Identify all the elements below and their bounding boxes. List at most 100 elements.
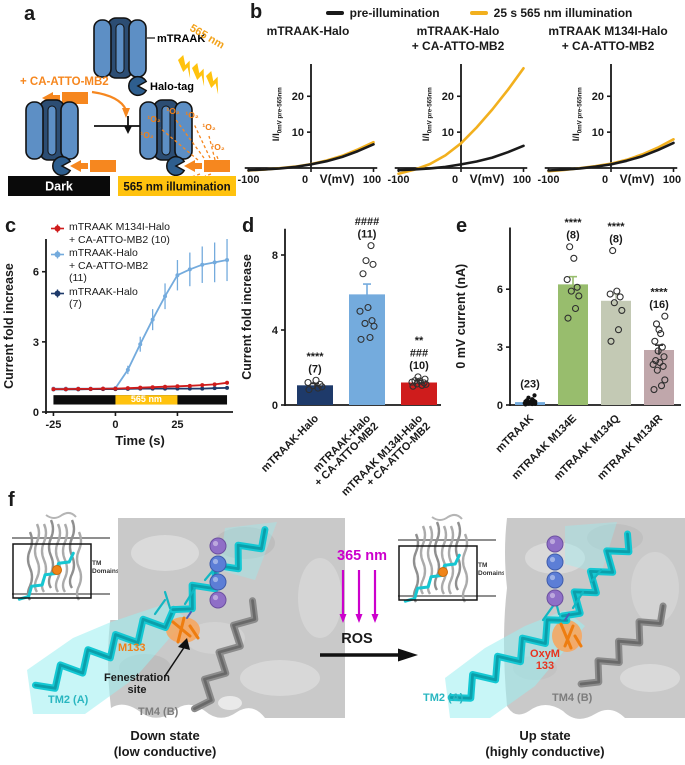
ion-highlight: [212, 576, 219, 583]
significance-annotation: (16): [649, 299, 669, 311]
fenestration-line: site: [127, 684, 147, 696]
polygon: [339, 614, 347, 623]
residue-stick-blue: [186, 611, 192, 619]
panel-a-schematic: mTRAAK Halo-tag + CA-ATTO-MB2 ¹O₂ ¹O₂ ¹O…: [8, 17, 236, 196]
data-point: [356, 307, 364, 315]
inset-helix: [33, 523, 41, 593]
transition-arrow: [320, 648, 418, 662]
panel-label-a: a: [24, 3, 36, 25]
chart-title: mTRAAK-Halo + CA-ATTO-MB2: [383, 24, 533, 56]
y-tick-label: 6: [33, 267, 39, 279]
residue-stick: [573, 634, 583, 648]
x-tick-label: 100: [513, 174, 531, 186]
tspan: 0mV pre-565nm: [277, 87, 284, 134]
legend-item-pre: pre-illumination: [325, 6, 440, 20]
ion-sphere: [546, 535, 564, 553]
inset-zoom-box: [12, 543, 92, 599]
pre-illumination-swatch: [325, 11, 344, 15]
data-point: [63, 387, 68, 392]
iv-chart-svg: -100 0 V(mV) 100 10 20 I/I0mV pre-565nm: [387, 64, 531, 186]
y-axis-label: I/I0mV pre-565nm: [421, 87, 434, 142]
data-point: [567, 287, 575, 295]
y-tick-label: 6: [497, 284, 503, 296]
singlet-oxygen-label: ¹O₂: [211, 142, 224, 152]
data-point: [316, 380, 324, 388]
ros-label: ROS: [341, 631, 373, 647]
ion-sphere: [209, 537, 227, 555]
data-point: [613, 287, 621, 295]
halo-tag-label: Halo-tag: [150, 81, 194, 93]
singlet-oxygen-label: ¹O₂: [140, 130, 153, 140]
significance-annotation: (8): [609, 234, 623, 246]
y-axis-label: I/I0mV pre-565nm: [571, 87, 584, 142]
inset-helix: [419, 525, 427, 595]
stim-bar-label: 565 nm: [131, 394, 162, 404]
residue-stick: [559, 622, 573, 650]
data-point: [212, 382, 217, 387]
data-point: [660, 353, 668, 361]
data-point: [658, 343, 666, 351]
data-point: [163, 294, 168, 299]
data-point: [138, 385, 143, 390]
iv-chart-svg: -100 0 V(mV) 100 10 20 I/I0mV pre-565nm: [237, 64, 381, 186]
data-point: [420, 379, 428, 387]
data-point: [150, 385, 155, 390]
channel-icon-dark: [25, 99, 79, 161]
illumination-swatch: [469, 11, 488, 15]
significance-annotation: ####: [355, 216, 379, 228]
helix-ribbon-core: [193, 599, 257, 711]
channel-icon: [93, 17, 147, 79]
uv-arrows: [339, 570, 379, 623]
up-state-caption: Up state (highly conductive): [440, 728, 650, 759]
transition-arrowhead: [398, 648, 418, 662]
panel-label-b: b: [250, 1, 263, 23]
helix-ribbon: [17, 551, 75, 601]
data-point: [610, 299, 618, 307]
fenestration-arrow: [164, 645, 186, 677]
inset-graphics: [396, 510, 504, 622]
tm4-label-right: TM4 (B): [552, 692, 593, 704]
data-point: [571, 304, 580, 313]
data-point: [212, 260, 217, 265]
structure-up-state: [445, 518, 685, 719]
surface-shading: [218, 696, 242, 710]
inset-helix: [54, 523, 62, 593]
bar: [601, 300, 631, 405]
inset-residue: [52, 565, 62, 575]
y-tick-label: 0: [33, 407, 39, 419]
y-tick-label: 0: [497, 400, 503, 412]
tspan: 0mV pre-565nm: [427, 87, 434, 134]
dark-banner-label: Dark: [45, 180, 73, 194]
data-point: [653, 366, 661, 374]
bar: [558, 284, 588, 405]
tm2-label-left: TM2 (A): [48, 694, 89, 706]
iv-chart-svg: -100 0 V(mV) 100 10 20 I/I0mV pre-565nm: [537, 64, 681, 186]
data-point: [566, 243, 574, 251]
chart-title-line: mTRAAK M134I-Halo: [548, 24, 668, 38]
y-tick-label: 20: [442, 91, 454, 103]
polygon: [371, 614, 379, 623]
ion-highlight: [549, 574, 556, 581]
inset-helix: [447, 525, 455, 595]
panel-c: 0 3 6 Current fold increase -25 0 25 Time (s) 56…: [0, 205, 236, 460]
tm-domains-label: TM: [92, 560, 101, 567]
x-tick-label: 100: [663, 174, 681, 186]
ion-sphere: [546, 589, 564, 607]
significance-annotation: (23): [520, 378, 540, 390]
dark-banner: [8, 176, 110, 196]
x-axis-label: V(mV): [620, 172, 655, 186]
bar: [349, 294, 385, 405]
data-point: [225, 380, 230, 385]
data-point: [150, 317, 155, 322]
data-point: [359, 270, 367, 278]
data-point: [200, 383, 205, 388]
ion-highlight: [549, 556, 556, 563]
structure-inset-left: TM Domains: [10, 508, 118, 620]
data-point: [125, 367, 130, 372]
y-tick-label: 20: [292, 91, 304, 103]
inset-zoom-box: [398, 545, 478, 601]
legend-item-post: 25 s 565 nm illumination: [469, 6, 632, 20]
halo-tag-icon: [128, 75, 147, 97]
data-point: [650, 386, 658, 394]
halo-tag-icon-dark: [52, 155, 71, 177]
